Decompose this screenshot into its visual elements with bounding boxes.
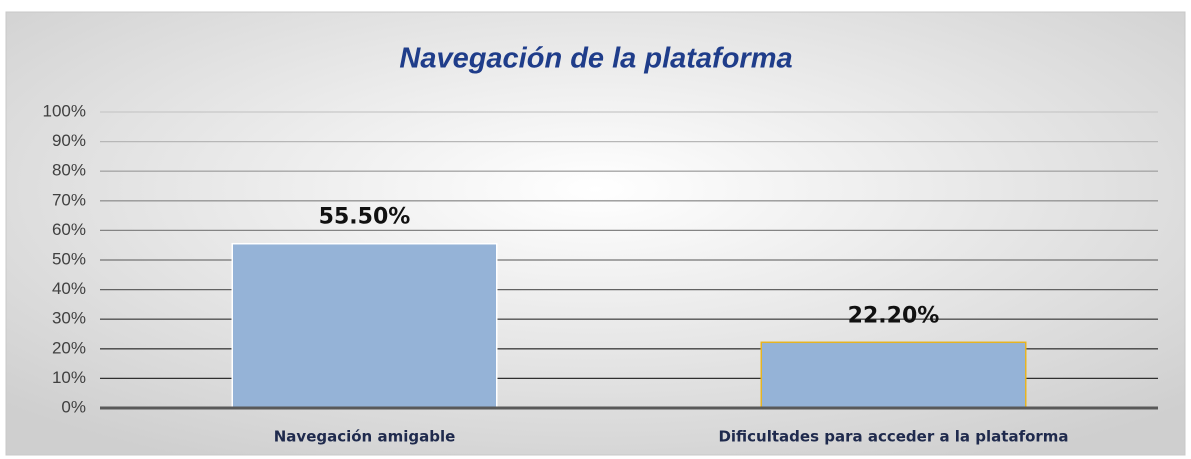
y-tick-label: 80% <box>52 161 86 180</box>
x-tick-label: Dificultades para acceder a la plataform… <box>718 428 1068 446</box>
y-tick-label: 0% <box>61 397 86 416</box>
bar <box>231 242 498 409</box>
x-tick-label: Navegación amigable <box>274 428 456 446</box>
y-tick-label: 100% <box>43 101 86 120</box>
y-tick-label: 40% <box>52 279 86 298</box>
y-tick-label: 50% <box>52 249 86 268</box>
bar <box>760 341 1027 409</box>
chart-title: Navegación de la plataforma <box>399 43 792 75</box>
y-tick-label: 60% <box>52 220 86 239</box>
data-label: 22.20% <box>848 303 940 328</box>
data-label: 55.50% <box>319 205 411 230</box>
y-tick-label: 10% <box>52 368 86 387</box>
y-tick-label: 30% <box>52 309 86 328</box>
y-tick-label: 90% <box>52 131 86 150</box>
y-tick-label: 20% <box>52 338 86 357</box>
y-tick-label: 70% <box>52 190 86 209</box>
